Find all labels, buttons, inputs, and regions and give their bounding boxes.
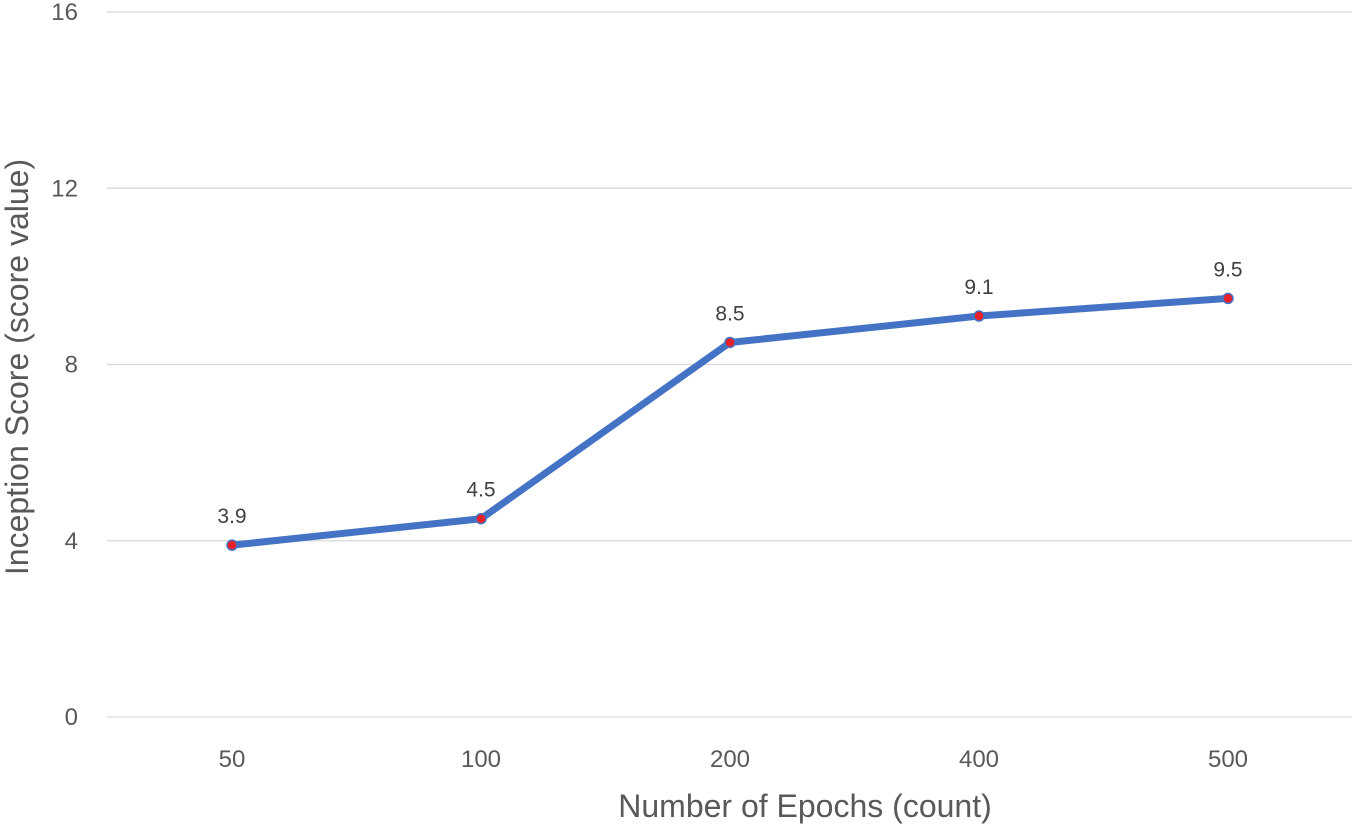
- data-label: 3.9: [217, 505, 246, 528]
- x-tick-label: 500: [1208, 746, 1248, 773]
- x-axis-ticks: 50 100 200 400 500: [219, 746, 1248, 773]
- y-axis-ticks: 0 4 8 12 16: [51, 0, 78, 731]
- data-label: 8.5: [715, 302, 744, 325]
- x-axis-title: Number of Epochs (count): [618, 788, 992, 824]
- y-tick-label: 4: [65, 528, 78, 555]
- data-label: 9.1: [964, 276, 993, 299]
- data-point: [475, 512, 487, 525]
- gridlines: [107, 11, 1352, 718]
- data-point: [724, 336, 736, 349]
- markers: [226, 292, 1234, 551]
- data-point: [973, 310, 985, 322]
- y-tick-label: 8: [65, 352, 78, 379]
- x-tick-label: 50: [219, 746, 246, 773]
- data-point: [1222, 292, 1234, 305]
- y-axis-title: Inception Score (score value): [0, 159, 35, 575]
- data-label: 9.5: [1213, 258, 1242, 281]
- series-line: [228, 294, 1232, 549]
- x-tick-label: 400: [959, 746, 999, 773]
- data-label: 4.5: [466, 479, 495, 502]
- y-tick-label: 0: [65, 704, 78, 731]
- data-labels: 3.9 4.5 8.5 9.1 9.5: [217, 258, 1242, 528]
- y-tick-label: 12: [51, 175, 78, 202]
- x-tick-label: 100: [461, 746, 501, 773]
- series-layer: [228, 294, 1232, 549]
- x-tick-label: 200: [710, 746, 750, 773]
- y-tick-label: 16: [51, 0, 78, 26]
- data-point: [226, 539, 238, 551]
